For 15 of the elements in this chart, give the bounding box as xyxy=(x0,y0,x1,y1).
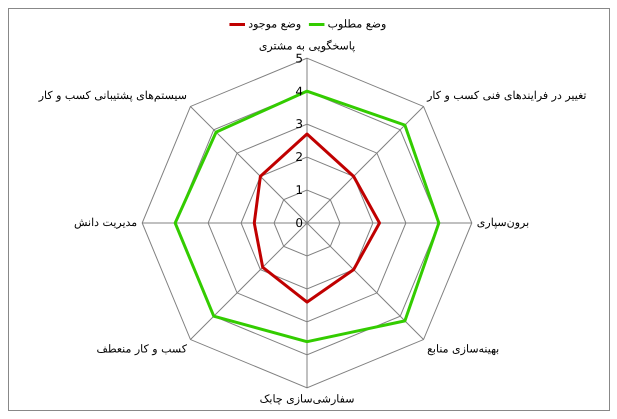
spoke-label: سیستم‌های پشتیبانی کسب و کار xyxy=(38,89,187,102)
y-tick-label: 3 xyxy=(295,117,303,132)
y-tick-label: 5 xyxy=(295,51,303,66)
spoke-label: کسب و کار منعطف xyxy=(96,342,188,356)
spoke-label: مدیریت دانش xyxy=(74,216,138,229)
y-tick-label: 1 xyxy=(295,183,303,198)
legend-label: وضع مطلوب xyxy=(328,17,386,30)
spoke-label: سفارشی‌سازی چابک xyxy=(260,392,354,406)
spoke-label: پاسخگویی به مشتری xyxy=(258,39,356,52)
spoke-label: تغییر در فرایندهای فنی کسب و کار xyxy=(426,89,586,102)
spoke-label: بهینه‌سازی منابع xyxy=(427,342,500,356)
spoke-label: برون‌سپاری xyxy=(476,216,530,229)
legend-label: وضع موجود xyxy=(248,17,302,30)
y-tick-label: 2 xyxy=(295,150,303,164)
y-tick-label: 0 xyxy=(295,216,303,230)
